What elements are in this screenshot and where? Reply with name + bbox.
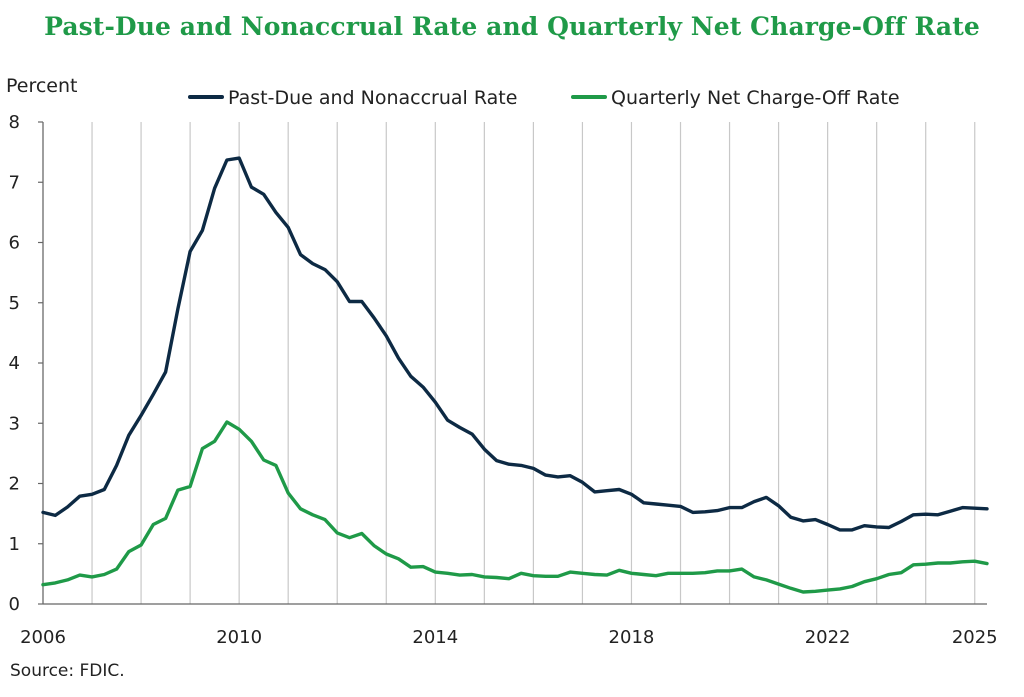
y-axis-title: Percent [6,75,78,97]
x-tick-label: 2006 [20,627,66,648]
y-tick-label: 3 [9,413,20,434]
x-tick-label: 2010 [216,627,262,648]
chart-title: Past-Due and Nonaccrual Rate and Quarter… [44,12,980,41]
legend-item-charge-off: Quarterly Net Charge-Off Rate [571,87,900,109]
series-line-past-due-nonaccrual [41,156,989,532]
source-note: Source: FDIC. [10,661,125,681]
axes: 0 1 2 3 4 5 6 7 8 Percent 2006 2010 2014 2018 2022 2025 [6,75,998,648]
y-tick-label: 6 [9,233,20,254]
legend-label: Quarterly Net Charge-Off Rate [611,87,900,109]
y-tick-label: 7 [9,172,20,193]
x-tick-label: 2014 [412,627,458,648]
x-tick-label: 2022 [805,627,851,648]
series-lines [41,156,989,594]
x-tick-label: 2025 [952,627,998,648]
y-tick-label: 0 [9,594,20,615]
y-tick-label: 1 [9,534,20,555]
series-line-net-charge-off [41,420,989,594]
x-tick-label: 2018 [609,627,655,648]
legend-label: Past-Due and Nonaccrual Rate [228,87,517,109]
y-tick-label: 4 [9,353,20,374]
y-tick-label: 8 [9,112,20,133]
legend-item-past-due: Past-Due and Nonaccrual Rate [188,87,517,109]
y-tick-label: 5 [9,293,20,314]
y-tick-label: 2 [9,474,20,495]
legend: Past-Due and Nonaccrual Rate Quarterly Ne… [188,87,900,109]
gridlines [42,122,976,604]
